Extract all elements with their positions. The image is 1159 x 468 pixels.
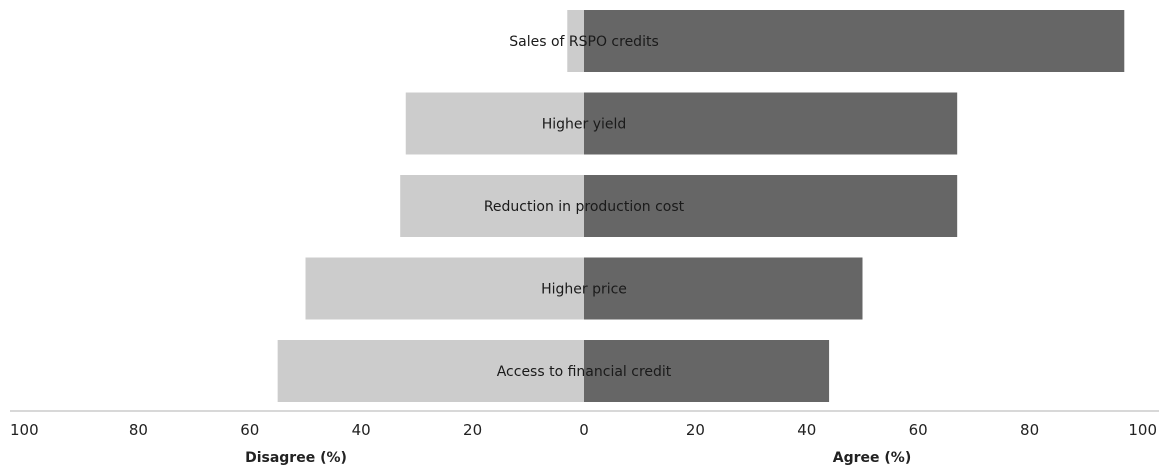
category-label-access-to-financial-credit: Access to financial credit [497, 364, 672, 380]
x-tick-label: 20 [686, 421, 705, 439]
x-tick-label: 60 [240, 421, 259, 439]
bar-disagree-reduction-in-production-cost [400, 175, 584, 237]
bars-group [277, 10, 1125, 402]
category-label-sales-of-rspo-credits: Sales of RSPO credits [509, 34, 659, 50]
x-tick-label: 100 [1128, 421, 1157, 439]
x-axis-label-agree: Agree (%) [833, 450, 911, 466]
bar-agree-access-to-financial-credit [584, 340, 830, 402]
x-tick-label: 60 [909, 421, 928, 439]
x-tick-label: 0 [579, 421, 589, 439]
category-label-higher-price: Higher price [541, 282, 627, 298]
bar-disagree-higher-price [305, 257, 584, 320]
bar-agree-higher-price [584, 257, 863, 320]
category-label-higher-yield: Higher yield [542, 117, 627, 133]
bar-disagree-higher-yield [405, 92, 584, 155]
x-tick-label: 40 [797, 421, 816, 439]
x-tick-label: 80 [129, 421, 148, 439]
x-axis-label-disagree: Disagree (%) [245, 450, 347, 466]
x-tick-label: 100 [10, 421, 39, 439]
x-tick-label: 40 [352, 421, 371, 439]
category-label-reduction-in-production-cost: Reduction in production cost [484, 199, 685, 215]
x-tick-label: 80 [1020, 421, 1039, 439]
bar-agree-sales-of-rspo-credits [584, 10, 1125, 72]
x-tick-labels-group: 100 80 60 40 20 0 20 40 60 80 100 [10, 421, 1157, 439]
bar-agree-reduction-in-production-cost [584, 175, 958, 237]
category-labels-group: Sales of RSPO credits Higher yield Reducti… [484, 34, 685, 380]
bar-disagree-access-to-financial-credit [277, 340, 584, 402]
x-tick-label: 20 [463, 421, 482, 439]
bar-disagree-sales-of-rspo-credits [567, 10, 584, 72]
bar-agree-higher-yield [584, 92, 958, 155]
